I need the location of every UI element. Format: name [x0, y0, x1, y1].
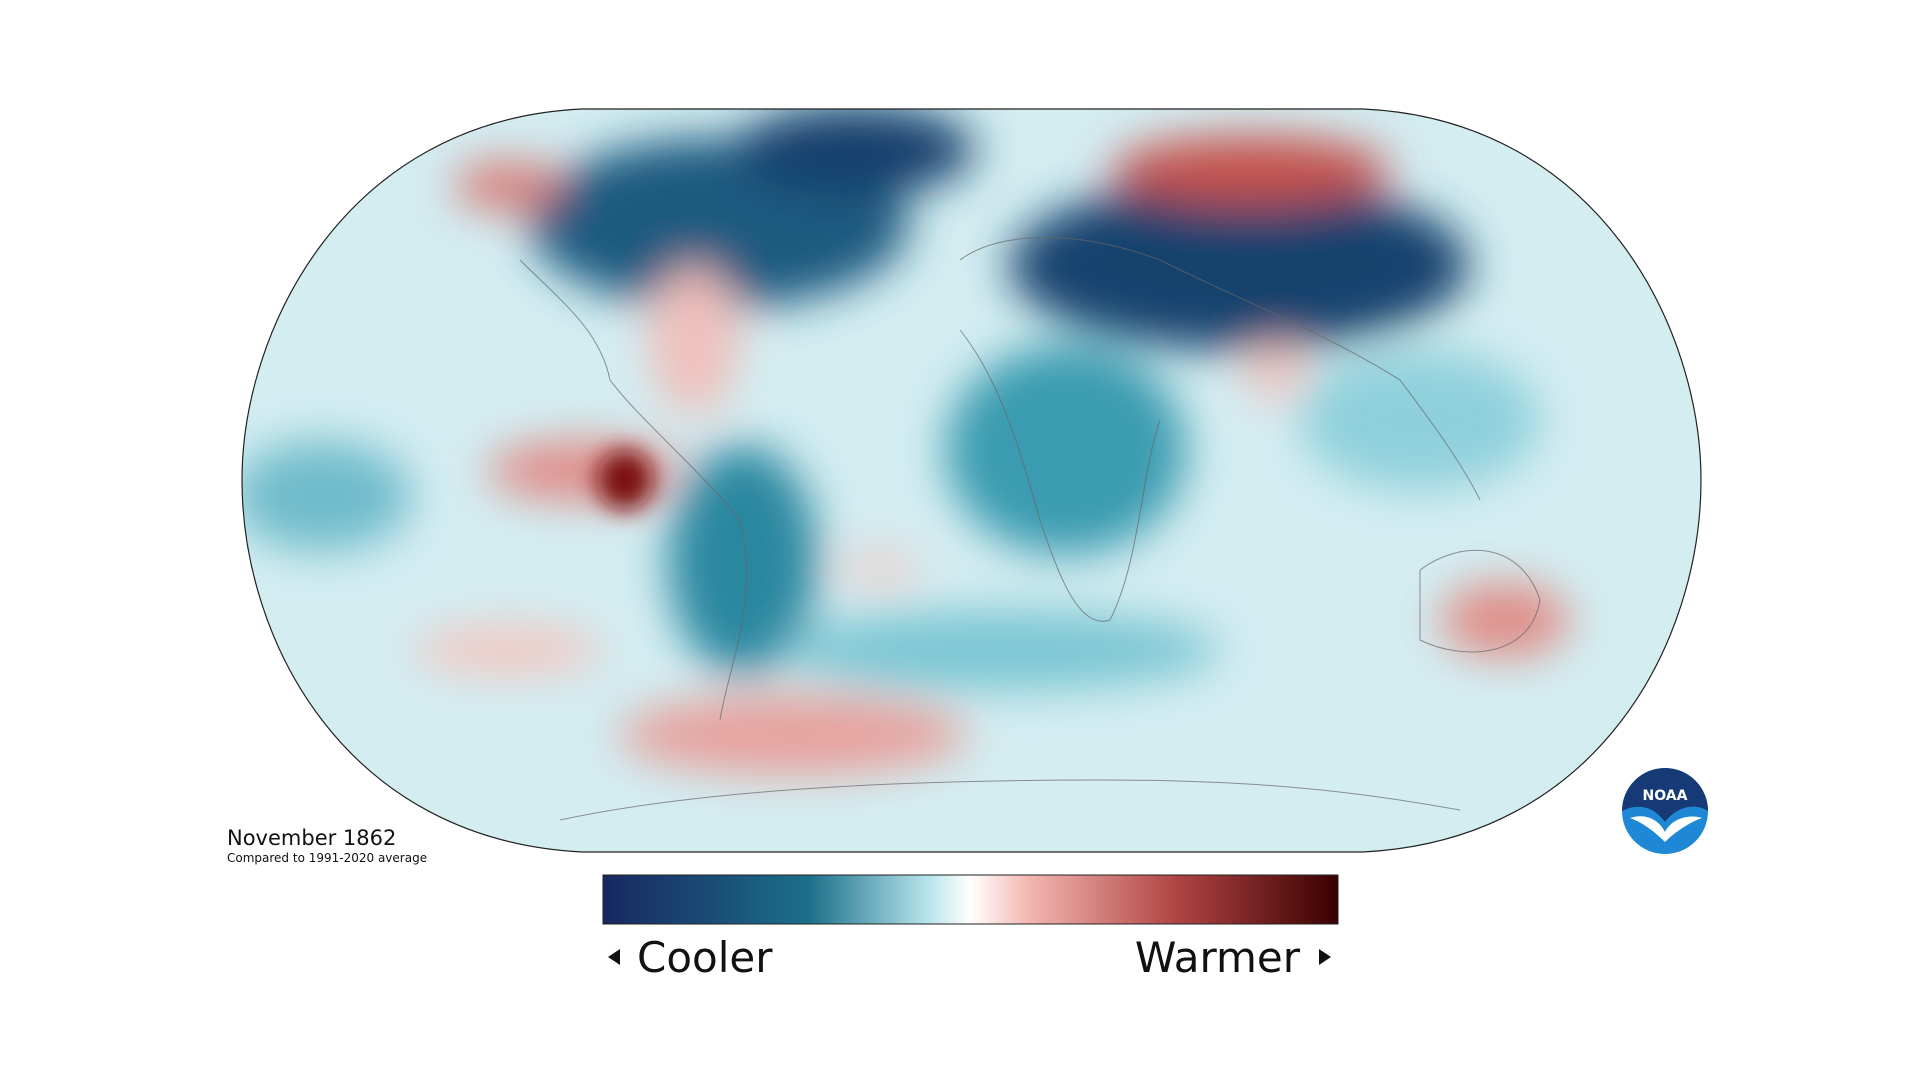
coast-antarctica [559, 779, 1461, 821]
logo-top [1622, 768, 1708, 822]
coastlines [519, 237, 1541, 821]
warm-region [1111, 135, 1391, 205]
anomaly-field [242, 109, 1701, 852]
coast-australia [1419, 549, 1541, 653]
cool-region [735, 109, 975, 195]
color-bar [602, 874, 1339, 925]
map-outline [241, 108, 1702, 853]
cool-region [1009, 180, 1469, 350]
legend-low: Cooler [637, 933, 773, 982]
warm-region [649, 265, 739, 415]
warm-region [413, 625, 603, 675]
warm-region [618, 695, 968, 775]
warm-region [1246, 342, 1306, 402]
cool-region [242, 441, 412, 551]
noaa-logo: NOAA [1622, 768, 1708, 854]
cool-region [780, 610, 1220, 690]
warm-region [453, 161, 563, 211]
legend-high: Warmer [1135, 933, 1301, 982]
left-arrow [608, 949, 620, 965]
logo-text: NOAA [1643, 788, 1688, 804]
cool-region [946, 345, 1186, 555]
warm-region [1440, 582, 1570, 658]
cool-region [668, 445, 818, 675]
right-arrow [1319, 949, 1331, 965]
coast-eurasia [959, 237, 1481, 501]
warm-region [840, 553, 920, 583]
coast-americas [519, 259, 748, 721]
logo-bird [1630, 816, 1702, 842]
coast-africa [959, 329, 1161, 622]
cool-region [1300, 350, 1540, 490]
map-title: November 1862 [227, 826, 396, 850]
map-subtitle: Compared to 1991-2020 average [227, 851, 427, 865]
warm-peak [597, 450, 653, 510]
